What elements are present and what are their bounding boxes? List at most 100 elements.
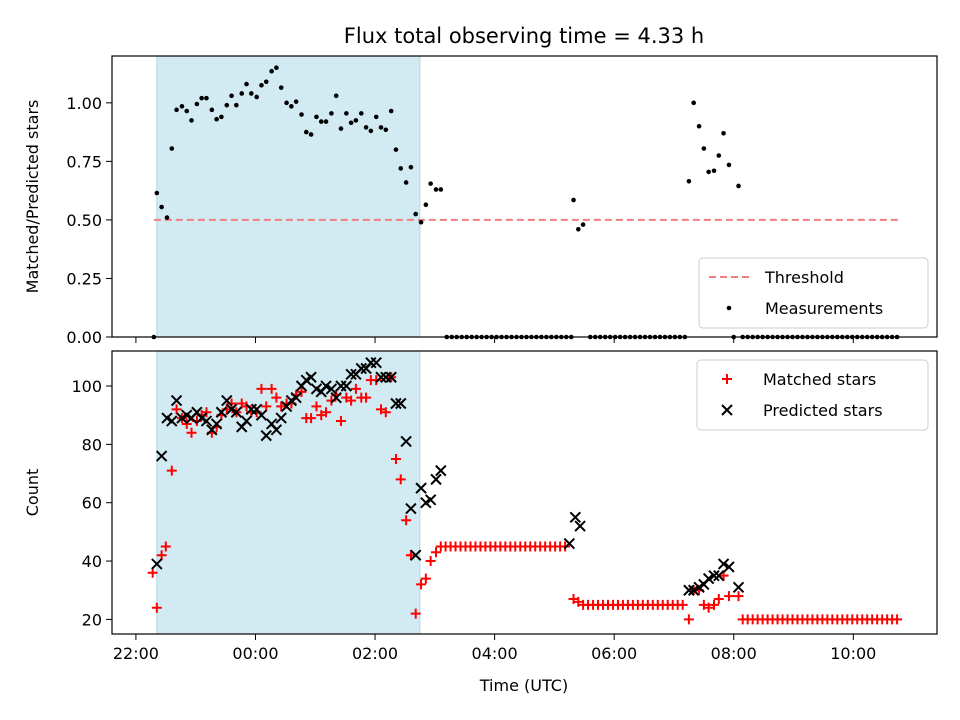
y-tick-label: 0.25	[66, 269, 102, 288]
data-point	[405, 550, 416, 561]
data-point	[732, 581, 745, 594]
y-tick-label: 80	[82, 435, 102, 454]
data-point	[266, 383, 277, 394]
data-point	[333, 93, 339, 99]
data-point	[691, 100, 696, 106]
data-point	[370, 356, 382, 369]
series-predicted-stars	[151, 356, 745, 596]
data-point	[306, 413, 317, 424]
data-point	[726, 162, 732, 168]
data-point	[256, 383, 267, 394]
y-tick-label: 100	[71, 377, 102, 396]
x-tick-label: 06:00	[591, 644, 637, 663]
data-point	[240, 415, 253, 427]
legend-label: Measurements	[765, 299, 883, 318]
data-point	[270, 424, 283, 436]
x-tick-label: 04:00	[472, 644, 518, 663]
data-point	[326, 395, 337, 406]
data-point	[892, 614, 903, 625]
data-point	[340, 380, 353, 392]
data-point	[701, 146, 707, 151]
data-point	[709, 599, 720, 610]
data-point	[708, 569, 720, 582]
data-point	[170, 394, 183, 407]
data-point	[174, 107, 179, 113]
data-point	[363, 125, 369, 130]
data-point	[320, 380, 332, 392]
data-point	[219, 114, 224, 120]
data-point	[403, 180, 409, 185]
x-axis-label: Time (UTC)	[479, 676, 568, 695]
data-point	[686, 178, 692, 184]
data-point	[308, 132, 314, 137]
data-point	[418, 219, 424, 225]
data-point	[683, 584, 695, 596]
data-point	[164, 215, 170, 220]
data-point	[290, 391, 302, 404]
data-point	[721, 130, 726, 136]
data-point	[199, 95, 204, 101]
data-point	[214, 116, 219, 122]
data-point	[383, 127, 389, 133]
data-point	[350, 383, 361, 394]
data-point	[278, 85, 284, 90]
data-point	[400, 435, 412, 448]
data-point	[259, 82, 264, 88]
data-point	[413, 211, 418, 217]
data-point	[263, 79, 269, 85]
data-point	[239, 91, 245, 96]
data-point	[169, 146, 175, 151]
data-point	[378, 125, 384, 130]
y-tick-label: 60	[82, 494, 102, 513]
data-point	[293, 99, 299, 104]
data-point	[355, 362, 368, 375]
x-tick-label: 08:00	[711, 644, 757, 663]
data-point	[574, 520, 586, 532]
data-point	[385, 371, 397, 383]
data-point	[580, 222, 586, 227]
data-point	[261, 401, 272, 412]
legend-marker	[726, 305, 732, 311]
data-point	[226, 398, 237, 409]
data-point	[318, 119, 324, 124]
data-point	[338, 126, 344, 131]
data-point	[390, 453, 401, 464]
data-point	[571, 197, 576, 203]
data-point	[151, 558, 163, 570]
legend-label: Matched stars	[763, 370, 876, 389]
data-point	[398, 166, 404, 171]
data-point	[415, 482, 427, 494]
data-point	[215, 406, 228, 418]
data-point	[323, 119, 329, 124]
data-point	[401, 515, 412, 526]
data-point	[179, 104, 185, 109]
data-point	[289, 104, 294, 109]
data-point	[409, 549, 422, 561]
data-point	[718, 570, 729, 581]
data-point	[696, 123, 702, 129]
data-point	[210, 418, 223, 430]
data-point	[325, 383, 338, 395]
data-point	[371, 375, 382, 386]
data-point	[184, 108, 190, 114]
data-point	[155, 450, 168, 462]
data-point	[711, 168, 717, 174]
data-point	[156, 550, 167, 561]
data-point	[431, 547, 442, 558]
data-point	[677, 599, 688, 610]
data-point	[395, 397, 407, 410]
data-point	[296, 386, 307, 397]
data-point	[346, 395, 357, 406]
data-point	[410, 608, 421, 619]
data-point	[329, 111, 334, 116]
data-point	[154, 190, 160, 196]
data-point	[438, 187, 444, 192]
y-tick-label: 0.50	[66, 211, 102, 230]
data-point	[388, 108, 394, 114]
data-point	[181, 418, 192, 429]
y-tick-label: 20	[82, 610, 102, 629]
data-point	[345, 368, 357, 381]
legend-box	[696, 359, 929, 431]
data-point	[166, 465, 177, 476]
